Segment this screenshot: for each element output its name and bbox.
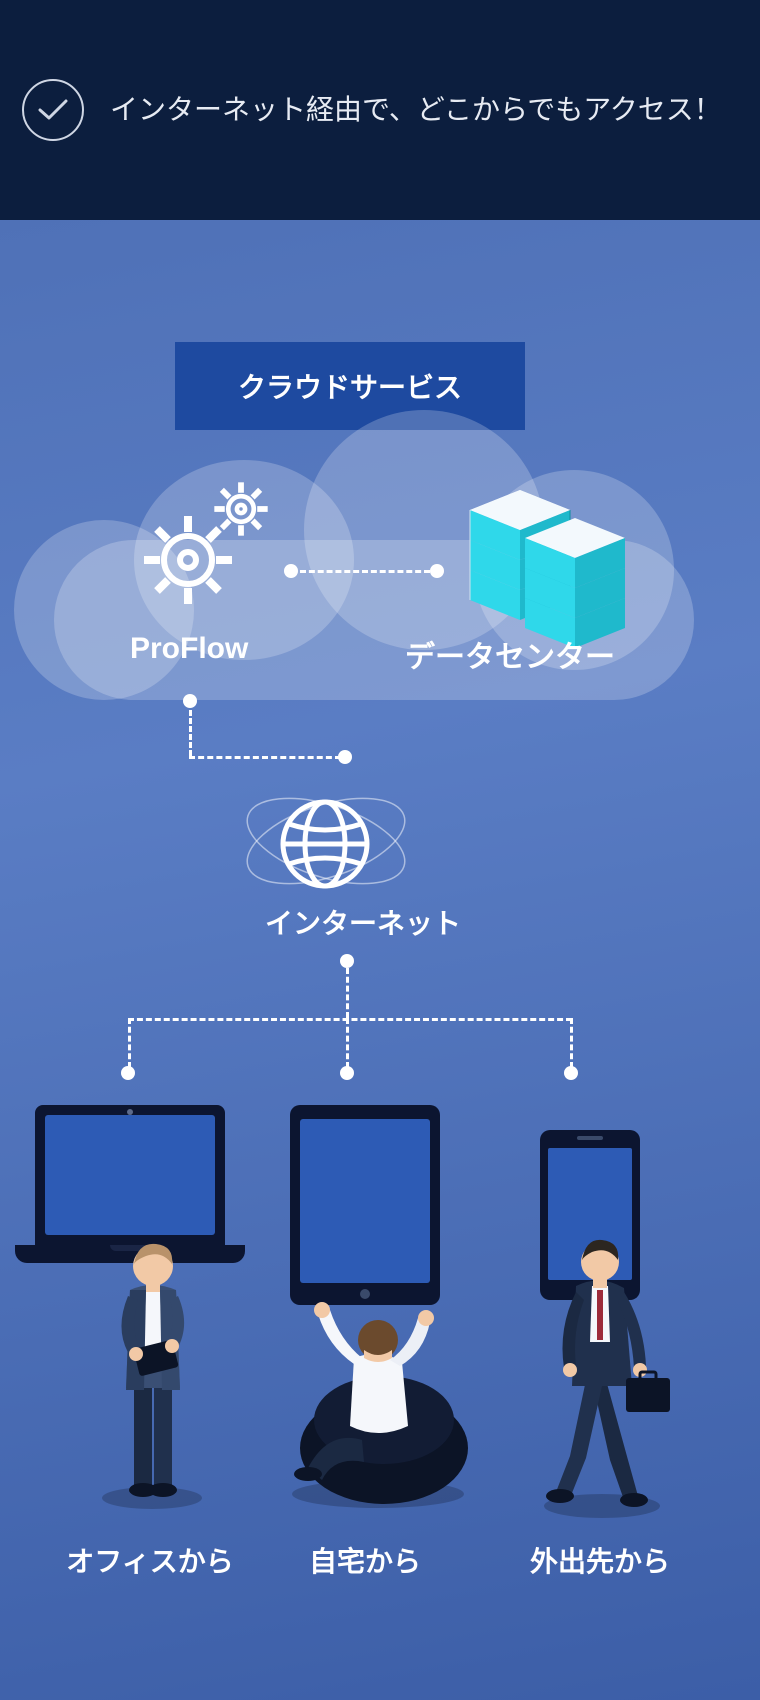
check-icon — [22, 79, 84, 141]
diagram: クラウドサービス — [0, 220, 760, 1700]
connector-line — [189, 710, 192, 756]
datacenter-label: データセンター — [405, 632, 615, 676]
office-label: オフィスから — [60, 1540, 240, 1580]
connector-dot — [340, 1066, 354, 1080]
gears-icon — [138, 510, 238, 615]
connector-dot — [340, 954, 354, 968]
connector-line — [346, 1018, 349, 1068]
connector-dot — [284, 564, 298, 578]
person-home-icon — [268, 1280, 478, 1515]
connector-dot — [183, 694, 197, 708]
connector-dot — [338, 750, 352, 764]
person-outside-icon — [520, 1220, 690, 1525]
connector-line — [128, 1018, 131, 1068]
home-label: 自宅から — [290, 1540, 440, 1580]
cloud-service-label-text: クラウドサービス — [238, 366, 462, 406]
internet-label: インターネット — [265, 902, 461, 942]
connector-line — [570, 1018, 573, 1068]
cloud-service-label: クラウドサービス — [175, 342, 525, 430]
connector-dot — [121, 1066, 135, 1080]
outside-label: 外出先から — [510, 1540, 690, 1580]
connector-dot — [564, 1066, 578, 1080]
header-title: インターネット経由で、どこからでもアクセス！ — [110, 86, 722, 134]
connector-line — [128, 1018, 572, 1021]
connector-line — [346, 968, 349, 1018]
header: インターネット経由で、どこからでもアクセス！ — [0, 0, 760, 220]
tablet-icon — [290, 1105, 440, 1305]
proflow-label: ProFlow — [130, 632, 248, 666]
person-office-icon — [90, 1220, 220, 1515]
connector-line — [300, 570, 430, 573]
connector-line — [189, 756, 341, 759]
